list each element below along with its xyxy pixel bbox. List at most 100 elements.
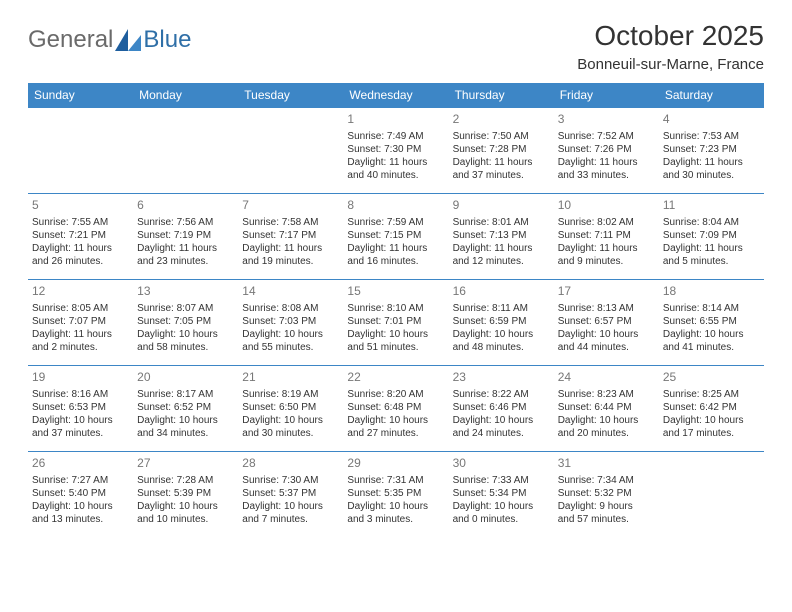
- sunrise-text: Sunrise: 8:20 AM: [347, 388, 444, 401]
- empty-cell: [133, 108, 238, 194]
- day-number: 8: [347, 198, 444, 214]
- day-cell: 19Sunrise: 8:16 AMSunset: 6:53 PMDayligh…: [28, 366, 133, 452]
- daylight-text-1: Daylight: 10 hours: [558, 328, 655, 341]
- daylight-text-2: and 19 minutes.: [242, 255, 339, 268]
- day-cell: 6Sunrise: 7:56 AMSunset: 7:19 PMDaylight…: [133, 194, 238, 280]
- day-number: 30: [453, 456, 550, 472]
- daylight-text-1: Daylight: 11 hours: [32, 328, 129, 341]
- day-cell: 29Sunrise: 7:31 AMSunset: 5:35 PMDayligh…: [343, 452, 448, 538]
- day-number: 26: [32, 456, 129, 472]
- calendar-page: General Blue October 2025 Bonneuil-sur-M…: [0, 0, 792, 548]
- daylight-text-2: and 41 minutes.: [663, 341, 760, 354]
- day-cell: 24Sunrise: 8:23 AMSunset: 6:44 PMDayligh…: [554, 366, 659, 452]
- sunset-text: Sunset: 6:59 PM: [453, 315, 550, 328]
- sunset-text: Sunset: 7:07 PM: [32, 315, 129, 328]
- day-cell: 16Sunrise: 8:11 AMSunset: 6:59 PMDayligh…: [449, 280, 554, 366]
- day-cell: 23Sunrise: 8:22 AMSunset: 6:46 PMDayligh…: [449, 366, 554, 452]
- daylight-text-1: Daylight: 11 hours: [663, 242, 760, 255]
- daylight-text-1: Daylight: 10 hours: [453, 414, 550, 427]
- daylight-text-1: Daylight: 11 hours: [242, 242, 339, 255]
- sunset-text: Sunset: 7:21 PM: [32, 229, 129, 242]
- day-header: Saturday: [659, 83, 764, 108]
- daylight-text-2: and 26 minutes.: [32, 255, 129, 268]
- sunrise-text: Sunrise: 8:11 AM: [453, 302, 550, 315]
- daylight-text-2: and 17 minutes.: [663, 427, 760, 440]
- daylight-text-1: Daylight: 10 hours: [32, 500, 129, 513]
- logo-text-general: General: [28, 26, 113, 54]
- daylight-text-1: Daylight: 10 hours: [347, 414, 444, 427]
- sunset-text: Sunset: 7:26 PM: [558, 143, 655, 156]
- daylight-text-2: and 9 minutes.: [558, 255, 655, 268]
- day-cell: 10Sunrise: 8:02 AMSunset: 7:11 PMDayligh…: [554, 194, 659, 280]
- logo-mark-icon: [115, 29, 141, 51]
- sunset-text: Sunset: 6:48 PM: [347, 401, 444, 414]
- day-number: 31: [558, 456, 655, 472]
- sunrise-text: Sunrise: 8:10 AM: [347, 302, 444, 315]
- sunset-text: Sunset: 7:05 PM: [137, 315, 234, 328]
- day-cell: 8Sunrise: 7:59 AMSunset: 7:15 PMDaylight…: [343, 194, 448, 280]
- sunrise-text: Sunrise: 8:02 AM: [558, 216, 655, 229]
- daylight-text-2: and 51 minutes.: [347, 341, 444, 354]
- calendar-week-row: 19Sunrise: 8:16 AMSunset: 6:53 PMDayligh…: [28, 366, 764, 452]
- daylight-text-2: and 16 minutes.: [347, 255, 444, 268]
- sunset-text: Sunset: 7:03 PM: [242, 315, 339, 328]
- sunrise-text: Sunrise: 7:58 AM: [242, 216, 339, 229]
- calendar-week-row: 12Sunrise: 8:05 AMSunset: 7:07 PMDayligh…: [28, 280, 764, 366]
- daylight-text-1: Daylight: 10 hours: [347, 328, 444, 341]
- sunset-text: Sunset: 5:40 PM: [32, 487, 129, 500]
- sunset-text: Sunset: 7:17 PM: [242, 229, 339, 242]
- day-header: Wednesday: [343, 83, 448, 108]
- day-cell: 27Sunrise: 7:28 AMSunset: 5:39 PMDayligh…: [133, 452, 238, 538]
- sunrise-text: Sunrise: 8:01 AM: [453, 216, 550, 229]
- calendar-week-row: 5Sunrise: 7:55 AMSunset: 7:21 PMDaylight…: [28, 194, 764, 280]
- sunset-text: Sunset: 6:50 PM: [242, 401, 339, 414]
- day-number: 28: [242, 456, 339, 472]
- daylight-text-2: and 24 minutes.: [453, 427, 550, 440]
- sunset-text: Sunset: 6:46 PM: [453, 401, 550, 414]
- daylight-text-1: Daylight: 10 hours: [242, 328, 339, 341]
- sunset-text: Sunset: 6:53 PM: [32, 401, 129, 414]
- day-header: Thursday: [449, 83, 554, 108]
- day-number: 2: [453, 112, 550, 128]
- day-number: 18: [663, 284, 760, 300]
- day-number: 3: [558, 112, 655, 128]
- sunrise-text: Sunrise: 7:49 AM: [347, 130, 444, 143]
- sunrise-text: Sunrise: 8:17 AM: [137, 388, 234, 401]
- day-number: 14: [242, 284, 339, 300]
- sunset-text: Sunset: 6:42 PM: [663, 401, 760, 414]
- daylight-text-1: Daylight: 10 hours: [663, 328, 760, 341]
- daylight-text-1: Daylight: 10 hours: [32, 414, 129, 427]
- sunrise-text: Sunrise: 7:52 AM: [558, 130, 655, 143]
- day-cell: 12Sunrise: 8:05 AMSunset: 7:07 PMDayligh…: [28, 280, 133, 366]
- daylight-text-2: and 37 minutes.: [32, 427, 129, 440]
- daylight-text-2: and 23 minutes.: [137, 255, 234, 268]
- daylight-text-2: and 12 minutes.: [453, 255, 550, 268]
- daylight-text-1: Daylight: 11 hours: [558, 242, 655, 255]
- sunrise-text: Sunrise: 7:28 AM: [137, 474, 234, 487]
- daylight-text-2: and 30 minutes.: [242, 427, 339, 440]
- day-number: 15: [347, 284, 444, 300]
- sunset-text: Sunset: 7:09 PM: [663, 229, 760, 242]
- day-number: 23: [453, 370, 550, 386]
- sunset-text: Sunset: 6:55 PM: [663, 315, 760, 328]
- calendar-table: SundayMondayTuesdayWednesdayThursdayFrid…: [28, 83, 764, 538]
- sunrise-text: Sunrise: 8:19 AM: [242, 388, 339, 401]
- sunset-text: Sunset: 7:01 PM: [347, 315, 444, 328]
- daylight-text-1: Daylight: 10 hours: [137, 500, 234, 513]
- day-cell: 26Sunrise: 7:27 AMSunset: 5:40 PMDayligh…: [28, 452, 133, 538]
- day-cell: 20Sunrise: 8:17 AMSunset: 6:52 PMDayligh…: [133, 366, 238, 452]
- sunset-text: Sunset: 7:15 PM: [347, 229, 444, 242]
- day-cell: 28Sunrise: 7:30 AMSunset: 5:37 PMDayligh…: [238, 452, 343, 538]
- sunset-text: Sunset: 7:19 PM: [137, 229, 234, 242]
- daylight-text-2: and 44 minutes.: [558, 341, 655, 354]
- empty-cell: [659, 452, 764, 538]
- sunset-text: Sunset: 5:35 PM: [347, 487, 444, 500]
- logo-text-blue: Blue: [143, 26, 191, 54]
- sunrise-text: Sunrise: 7:30 AM: [242, 474, 339, 487]
- day-number: 4: [663, 112, 760, 128]
- sunrise-text: Sunrise: 7:53 AM: [663, 130, 760, 143]
- day-cell: 3Sunrise: 7:52 AMSunset: 7:26 PMDaylight…: [554, 108, 659, 194]
- day-number: 19: [32, 370, 129, 386]
- day-cell: 18Sunrise: 8:14 AMSunset: 6:55 PMDayligh…: [659, 280, 764, 366]
- day-cell: 13Sunrise: 8:07 AMSunset: 7:05 PMDayligh…: [133, 280, 238, 366]
